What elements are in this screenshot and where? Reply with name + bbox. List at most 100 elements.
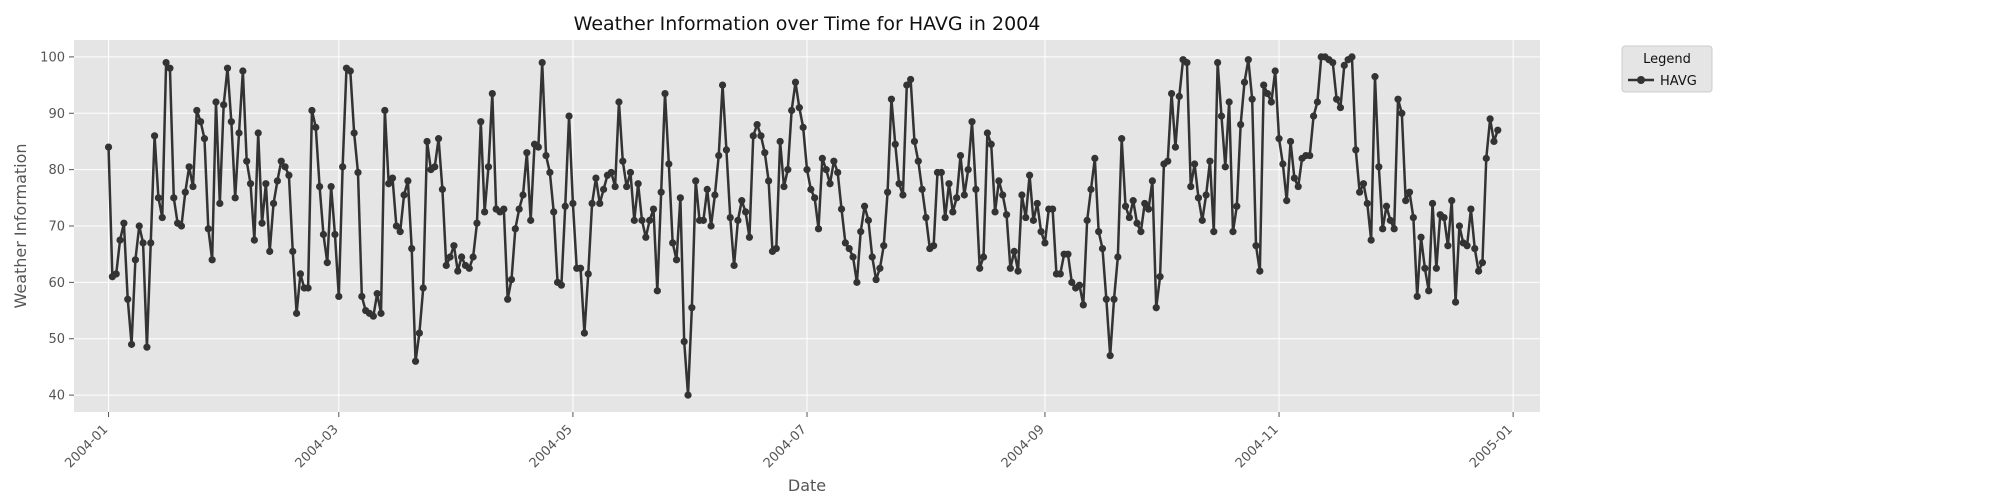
data-point (469, 253, 477, 261)
data-point (807, 185, 815, 193)
data-point (1133, 219, 1141, 227)
data-point (1029, 216, 1038, 224)
y-tick-label: 40 (48, 389, 65, 404)
data-point (1064, 250, 1072, 258)
data-point (891, 140, 899, 148)
data-point (170, 194, 178, 202)
data-point (323, 259, 331, 267)
data-point (1210, 228, 1218, 236)
data-point (296, 270, 305, 278)
data-point (1129, 197, 1137, 205)
data-point (1175, 92, 1183, 100)
data-point (956, 151, 965, 160)
data-point (312, 123, 320, 131)
data-point (1167, 89, 1176, 98)
data-point (1171, 143, 1180, 151)
data-point (734, 216, 742, 224)
data-point (1475, 267, 1483, 275)
data-point (672, 256, 681, 264)
data-point (1002, 211, 1011, 219)
data-point (1390, 225, 1398, 233)
data-point (1091, 154, 1099, 162)
data-point (1217, 112, 1226, 120)
data-point (515, 205, 523, 213)
y-tick-label: 90 (48, 107, 65, 122)
data-point (120, 219, 128, 227)
data-point (588, 199, 596, 208)
x-tick-label: 2005-01 (1467, 422, 1516, 471)
data-point (1448, 197, 1456, 205)
data-point (292, 309, 301, 317)
data-point (1056, 270, 1064, 278)
legend-entry-havg: HAVG (1660, 74, 1697, 89)
data-point (1010, 247, 1018, 255)
data-point (903, 81, 911, 89)
data-point (953, 194, 961, 202)
data-point (814, 225, 823, 233)
data-point (1283, 197, 1291, 205)
data-point (1290, 174, 1298, 182)
data-point (1279, 160, 1287, 168)
data-point (527, 216, 535, 224)
data-point (784, 166, 792, 174)
data-point (1144, 205, 1153, 213)
data-point (692, 177, 700, 185)
data-point (895, 180, 903, 188)
data-point (1478, 259, 1487, 267)
data-point (1248, 95, 1256, 103)
data-point (1428, 199, 1437, 208)
data-point (1183, 58, 1191, 67)
data-point (803, 166, 811, 174)
data-point (519, 191, 527, 199)
data-point (561, 202, 569, 210)
data-point (999, 191, 1007, 199)
data-point (1229, 228, 1237, 236)
data-point (676, 194, 684, 202)
data-point (615, 98, 623, 106)
data-point (227, 118, 235, 126)
data-point (611, 182, 619, 191)
data-point (1382, 202, 1391, 210)
data-point (1191, 160, 1199, 168)
data-point (860, 202, 869, 210)
data-point (1049, 205, 1057, 213)
data-point (1352, 146, 1360, 154)
data-point (116, 236, 124, 244)
x-tick-label: 2004-03 (293, 422, 342, 471)
data-point (339, 163, 347, 171)
data-point (811, 194, 819, 202)
data-point (1079, 301, 1087, 309)
data-point (1421, 264, 1429, 272)
data-point (1141, 199, 1149, 208)
data-point (841, 239, 849, 247)
data-point (649, 205, 658, 213)
data-point (1494, 126, 1502, 134)
data-point (1359, 180, 1368, 188)
data-point (1340, 61, 1348, 69)
data-point (477, 118, 485, 126)
data-point (269, 199, 278, 208)
data-point (484, 163, 493, 171)
data-point (968, 118, 976, 126)
data-point (910, 137, 919, 146)
data-point (742, 208, 750, 216)
data-point (930, 242, 938, 250)
data-point (212, 98, 220, 106)
data-point (254, 129, 262, 137)
data-point (749, 132, 757, 140)
data-point (960, 191, 968, 199)
data-point (799, 123, 807, 131)
data-point (818, 154, 826, 162)
data-point (1252, 242, 1260, 250)
data-point (1490, 137, 1498, 146)
data-point (208, 256, 216, 264)
y-tick-label: 50 (48, 332, 65, 347)
data-point (181, 188, 189, 196)
data-point (880, 242, 888, 250)
data-point (281, 163, 289, 171)
y-tick-label: 100 (40, 50, 65, 65)
legend-title: Legend (1643, 52, 1691, 67)
data-point (1455, 222, 1464, 230)
data-point (400, 191, 408, 199)
data-point (1083, 216, 1091, 224)
